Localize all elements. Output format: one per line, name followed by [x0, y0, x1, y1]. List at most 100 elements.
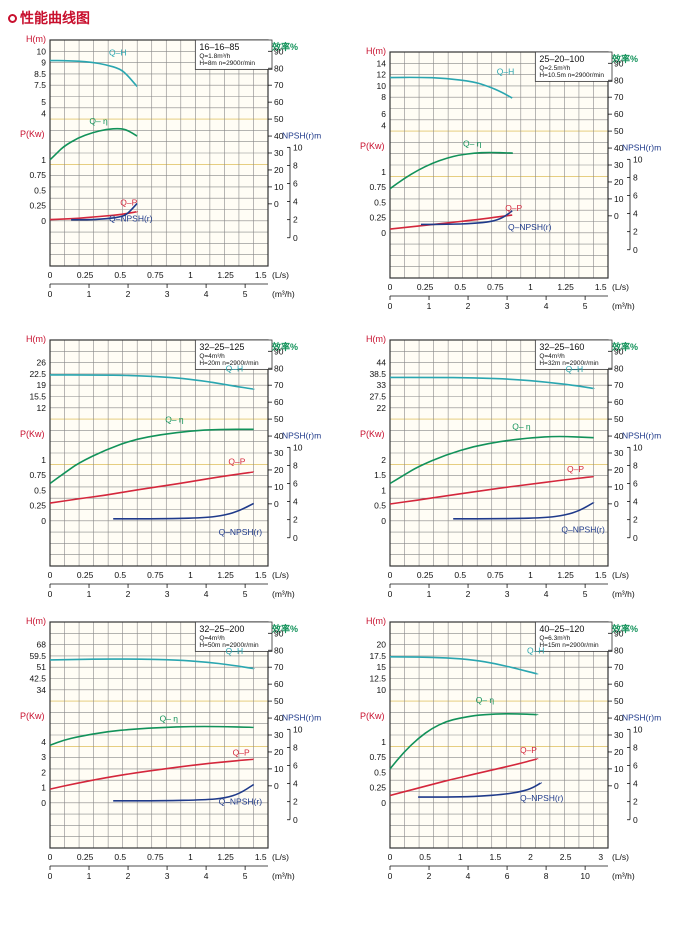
eff-tick-label: 50 — [614, 414, 624, 424]
m3h-tick-label: 1 — [427, 589, 432, 599]
npsh-tick-label: 10 — [633, 154, 643, 164]
eff-tick-label: 90 — [274, 46, 284, 56]
ls-tick-label: 1.25 — [557, 282, 574, 292]
ls-tick-label: 1.5 — [595, 282, 607, 292]
eff-tick-label: 10 — [614, 764, 624, 774]
npsh-tick-label: 6 — [293, 179, 298, 189]
ls-tick-label: 1.25 — [557, 570, 574, 580]
q-p-curve — [49, 471, 255, 504]
npsh-tick-label: 0 — [293, 533, 298, 543]
p-tick-label: 0 — [41, 516, 46, 526]
m3h-tick-label: 2 — [466, 301, 471, 311]
m3h-tick-label: 5 — [583, 589, 588, 599]
spec-box — [194, 39, 273, 70]
m3h-tick-label: 3 — [165, 289, 170, 299]
ls-unit-label: (L/s) — [612, 282, 629, 292]
h-tick-label: 38.5 — [369, 369, 386, 379]
eff-tick-label: 70 — [614, 380, 624, 390]
curve-label-npsh: Q–NPSH(r) — [109, 213, 153, 223]
p-tick-label: 1 — [381, 485, 386, 495]
eff-axis-title: 效率% — [272, 623, 298, 634]
q-p-curve — [389, 475, 595, 505]
p-tick-label: 0.5 — [34, 485, 46, 495]
eff-tick-label: 10 — [614, 194, 624, 204]
m3h-tick-label: 1 — [87, 871, 92, 881]
npsh-tick-label: 2 — [293, 215, 298, 225]
ls-tick-label: 0.5 — [114, 570, 126, 580]
npsh-tick-label: 0 — [633, 533, 638, 543]
npsh-tick-label: 6 — [633, 479, 638, 489]
m3h-tick-label: 5 — [243, 289, 248, 299]
eff-tick-label: 40 — [274, 431, 284, 441]
h-tick-label: 17.5 — [369, 651, 386, 661]
h-axis-title: H(m) — [366, 46, 386, 56]
p-tick-label: 0.75 — [29, 470, 46, 480]
eff-tick-label: 60 — [274, 97, 284, 107]
p-tick-label: 0 — [381, 798, 386, 808]
m3h-tick-label: 8 — [544, 871, 549, 881]
ls-tick-label: 1.5 — [255, 270, 267, 280]
eff-tick-label: 60 — [614, 109, 624, 119]
curve-label-h: Q–H — [226, 646, 243, 656]
curve-label-p: Q–P — [120, 198, 137, 208]
p-tick-label: 0.25 — [369, 783, 386, 793]
q-npsh-curve — [113, 502, 255, 520]
ls-tick-label: 1.5 — [595, 570, 607, 580]
p-axis-title: P(Kw) — [360, 711, 385, 721]
curve-label-eff: Q– η — [160, 713, 179, 723]
eff-tick-label: 80 — [274, 63, 284, 73]
npsh-tick-label: 4 — [633, 497, 638, 507]
model-label: 32–25–160 — [539, 342, 584, 352]
m3h-tick-label: 3 — [505, 301, 510, 311]
eff-axis-title: 效率% — [272, 341, 298, 352]
m3h-tick-label: 4 — [204, 871, 209, 881]
q-p-curve — [389, 758, 539, 797]
ls-tick-label: 1.25 — [217, 570, 234, 580]
eff-tick-label: 40 — [614, 143, 624, 153]
npsh-tick-label: 8 — [293, 160, 298, 170]
h-tick-label: 15 — [377, 662, 387, 672]
ls-tick-label: 2 — [528, 852, 533, 862]
h-tick-label: 34 — [37, 685, 47, 695]
eff-tick-label: 0 — [274, 199, 279, 209]
ls-tick-label: 3 — [598, 852, 603, 862]
q-h-curve — [390, 376, 595, 390]
p-tick-label: 0 — [381, 228, 386, 238]
spec-hn: H=15m n=2900r/min — [539, 642, 599, 649]
h-tick-label: 14 — [377, 58, 387, 68]
q-h-curve — [49, 374, 255, 390]
p-tick-label: 1 — [381, 737, 386, 747]
model-label: 25–20–100 — [539, 54, 584, 64]
m3h-tick-label: 2 — [126, 589, 131, 599]
model-label: 16–16–85 — [199, 42, 239, 52]
q-h-curve — [389, 76, 513, 99]
npsh-tick-label: 6 — [633, 191, 638, 201]
ls-unit-label: (L/s) — [272, 852, 289, 862]
h-axis-title: H(m) — [366, 334, 386, 344]
npsh-tick-label: 8 — [293, 460, 298, 470]
eff-tick-label: 30 — [274, 148, 284, 158]
m3h-tick-label: 2 — [427, 871, 432, 881]
h-tick-label: 51 — [37, 662, 47, 672]
eff-tick-label: 30 — [274, 730, 284, 740]
eff-tick-label: 40 — [614, 431, 624, 441]
npsh-tick-label: 2 — [633, 797, 638, 807]
q-eff-curve — [389, 435, 594, 485]
eff-tick-label: 10 — [274, 482, 284, 492]
ls-tick-label: 1 — [458, 852, 463, 862]
p-tick-label: 2 — [381, 455, 386, 465]
eff-tick-label: 10 — [614, 482, 624, 492]
npsh-tick-label: 6 — [293, 761, 298, 771]
ls-tick-label: 1 — [188, 270, 193, 280]
ls-tick-label: 0.25 — [77, 570, 94, 580]
q-eff-curve — [49, 725, 255, 746]
m3h-tick-label: 5 — [243, 871, 248, 881]
m3h-tick-label: 2 — [126, 289, 131, 299]
p-tick-label: 1 — [381, 167, 386, 177]
p-tick-label: 0.25 — [29, 501, 46, 511]
q-eff-curve — [389, 712, 539, 770]
eff-tick-label: 60 — [614, 679, 624, 689]
m3h-tick-label: 4 — [544, 301, 549, 311]
